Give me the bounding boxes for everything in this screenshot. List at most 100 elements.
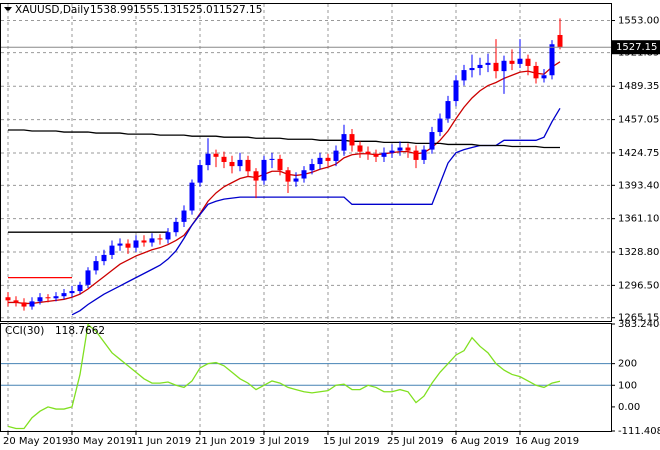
y-tick-label: 1328.80 [618,247,659,258]
low-value: 1525.01 [176,4,219,16]
candle-body [53,296,59,299]
x-tick-label: 20 May 2019 [3,436,68,447]
candle-body [509,60,515,64]
candle-body [101,254,107,262]
candle-body [5,297,11,301]
candle-body [461,70,467,81]
candle-body [549,44,555,76]
y-tick-label: 1265.15 [618,313,659,324]
candle-body [157,238,163,240]
candle-body [429,132,435,150]
x-tick-label: 3 Jul 2019 [259,436,309,447]
y-tick-label: 200 [618,359,637,370]
candle-body [501,60,507,72]
candle-body [365,151,371,154]
candle-body [309,164,315,171]
candle-body [237,159,243,167]
candle-body [165,232,171,240]
candle-body [469,68,475,71]
candle-body [253,171,259,181]
candle-body [197,165,203,183]
y-tick-label: 1457.05 [618,115,659,126]
candle-body [333,150,339,161]
candle-body [317,157,323,165]
candle-body [221,156,227,162]
candle-body [13,300,19,303]
close-value: 1527.15 [219,4,262,16]
candle-body [445,101,451,119]
candle-body [37,297,43,302]
candle-body [77,284,83,292]
candle-body [341,134,347,151]
open-value: 1538.99 [90,4,133,16]
y-tick-label: 0.00 [618,402,640,413]
symbol-title: XAUUSD,Daily [15,4,89,16]
candle-body [205,153,211,166]
candle-body [93,261,99,271]
menu-icon [4,7,12,12]
candle-body [21,302,27,307]
candle-body [485,62,491,65]
candle-body [357,145,363,152]
indicator-line [8,129,560,149]
candle-body [405,147,411,151]
candle-body [389,150,395,153]
price-frame [0,3,612,322]
candle-body [453,80,459,102]
candle-body [533,65,539,79]
y-tick-label: 100 [618,380,637,391]
cci-line [7,323,561,430]
candle-body [381,152,387,157]
high-value: 1555.13 [133,4,176,16]
x-tick-label: 11 Jun 2019 [131,436,191,447]
candle-body [133,240,139,248]
y-tick-label: 1424.75 [618,148,659,159]
candle-body [517,58,523,64]
candle-body [421,149,427,160]
cci-value: 118.7662 [55,325,105,337]
candle-body [397,147,403,151]
candle-body [181,210,187,222]
candle-body [541,75,547,79]
candle-body [173,221,179,233]
x-tick-label: 16 Aug 2019 [515,436,579,447]
cci-frame [0,323,612,432]
cci-title: CCI(30) [5,325,44,337]
candle-body [117,243,123,246]
candle-body [29,301,35,307]
candle-body [261,159,267,181]
x-tick-label: 25 Jul 2019 [387,436,444,447]
y-tick-label: 1393.40 [618,180,659,191]
candle-body [109,245,115,255]
candle-body [61,293,67,297]
candle-body [349,134,355,146]
y-tick-label: 383.2404 [618,319,660,330]
candle-body [269,158,275,160]
y-tick-label: -111.4084 [618,426,660,437]
x-tick-label: 21 Jun 2019 [195,436,255,447]
candle-body [493,62,499,72]
candle-body [293,178,299,182]
candle-body [245,159,251,172]
x-tick-label: 30 May 2019 [67,436,132,447]
candle-body [141,240,147,243]
candle-body [277,158,283,171]
candle-body [125,243,131,248]
candle-body [325,157,331,161]
candle-body [85,270,91,285]
candle-body [557,34,563,48]
indicator-line [8,61,561,305]
candle-body [45,297,51,299]
candle-body [213,153,219,157]
last-price-label: 1527.15 [616,42,657,53]
y-tick-label: 1489.35 [618,81,659,92]
candle-body [285,170,291,182]
candle-body [229,161,235,167]
candle-body [413,150,419,160]
y-tick-label: 1553.00 [618,16,659,27]
candle-body [69,291,75,294]
y-tick-label: 1361.10 [618,214,659,225]
candle-body [437,118,443,133]
last-price-box [612,40,660,55]
